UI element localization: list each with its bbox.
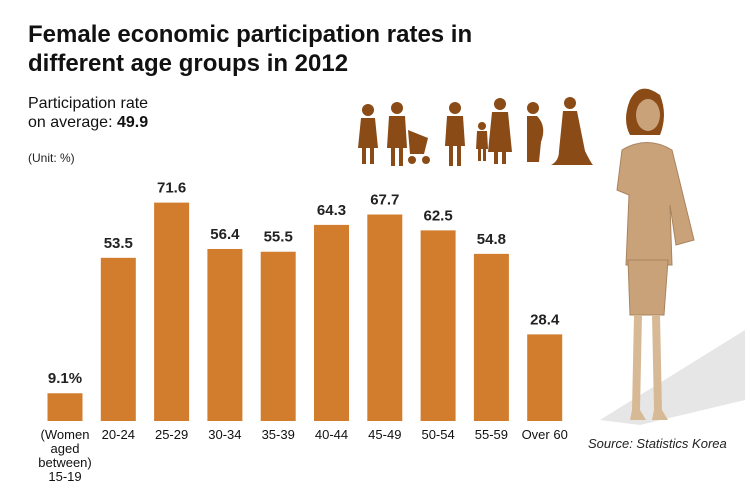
x-tick-label: 30-34	[208, 427, 242, 442]
average-note: Participation rate on average: 49.9	[28, 94, 168, 132]
bar	[47, 393, 83, 421]
bar	[314, 224, 349, 421]
x-tick-label: 55-59	[474, 427, 509, 442]
woman	[616, 88, 695, 420]
bar	[260, 251, 296, 421]
value-label: 28.4	[530, 311, 560, 328]
x-tick-label: 50-54	[421, 427, 455, 442]
silhouettes	[358, 97, 593, 166]
x-tick-label: Over 60	[521, 427, 568, 442]
bar	[154, 202, 190, 421]
bar	[207, 248, 243, 421]
x-tick-label: 45-49	[368, 427, 402, 442]
value-label: 55.5	[264, 229, 293, 246]
value-label: 64.3	[317, 202, 346, 219]
source-note: Source: Statistics Korea	[588, 436, 727, 451]
value-label: 54.8	[477, 231, 506, 248]
value-label: 67.7	[370, 192, 399, 209]
x-tick-label: 20-24	[101, 427, 135, 442]
value-label: 9.1%	[48, 370, 82, 387]
x-tick-label: (Women aged between) 15-19	[38, 427, 92, 484]
average-label: Participation rate on average:	[28, 95, 149, 131]
bar	[420, 230, 456, 421]
value-label: 56.4	[210, 226, 240, 243]
bar	[367, 214, 403, 421]
x-tick-label: 35-39	[261, 427, 295, 442]
bar	[473, 253, 509, 421]
bar	[527, 334, 563, 421]
unit-note: (Unit: %)	[28, 151, 75, 165]
average-value: 49.9	[116, 114, 149, 131]
value-label: 71.6	[157, 180, 186, 197]
x-tick-label: 25-29	[154, 427, 189, 442]
shadow	[600, 330, 745, 425]
bar	[100, 257, 136, 421]
chart-title: Female economic participation rates in d…	[28, 21, 473, 77]
value-label: 62.5	[423, 207, 452, 224]
x-tick-label: 40-44	[314, 427, 349, 442]
value-label: 53.5	[104, 235, 133, 252]
